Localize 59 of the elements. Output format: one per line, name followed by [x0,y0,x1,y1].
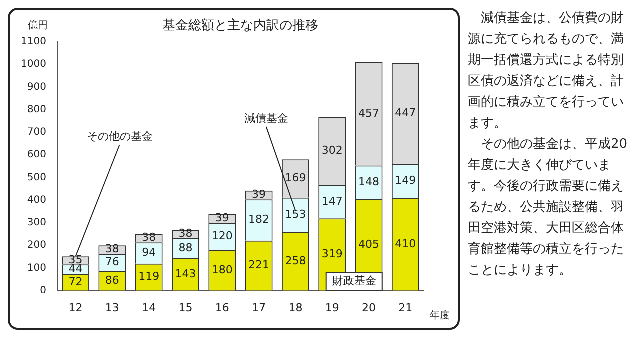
y-tick-label: 1000 [20,59,46,70]
data-label: 405 [358,238,380,251]
data-label: 147 [322,194,343,208]
data-label: 149 [395,174,416,188]
y-tick-label: 300 [27,218,46,229]
x-axis-title: 年度 [430,310,450,322]
y-tick-label: 900 [27,82,46,93]
data-label: 88 [178,241,193,254]
data-label: 76 [105,256,120,269]
y-tick-label: 0 [40,285,46,296]
data-label: 38 [178,227,193,240]
y-tick-label: 200 [27,240,46,252]
y-tick-label: 400 [27,194,46,206]
text: 減債基金は、公債費の財源に充てられるもので、満期一括償還方式による特別区債の返済などに備え、計画的に積み立てを行っています。 [468,10,625,133]
x-tick-label: 19 [325,301,340,314]
data-label: 457 [358,106,380,120]
x-tick-label: 15 [178,301,193,314]
y-tick-label: 600 [27,150,46,161]
y-tick-label: 700 [27,127,46,138]
data-label: 72 [68,276,83,289]
data-label: 39 [252,188,266,202]
series-label: 財政基金 [332,274,376,288]
data-label: 153 [285,208,306,221]
data-label: 120 [212,229,233,242]
data-label: 86 [105,274,120,287]
data-label: 447 [395,106,416,120]
data-label: 258 [285,254,306,268]
x-tick-label: 14 [142,301,156,314]
x-tick-label: 20 [362,301,376,314]
data-label: 180 [212,263,233,276]
data-label: 182 [248,213,270,226]
data-label: 39 [215,211,230,224]
chart-title: 基金総額と主な内訳の推移 [162,17,319,34]
x-tick-label: 13 [105,301,120,314]
data-label: 221 [248,258,270,272]
y-axis-title: 億円 [28,20,48,32]
data-label: 44 [68,262,83,276]
x-tick-label: 12 [68,301,83,314]
text: その他の基金は、平成20年度に大きく伸びています。今後の行政需要に備えるため、公共施設整備、羽田空港対策、大田区総合体育館整備等の積立を行ったことによります。 [468,136,629,280]
data-label: 94 [142,246,156,260]
x-tick-label: 18 [288,301,303,314]
y-tick-label: 800 [27,104,46,116]
text: 減債基金 [244,112,288,125]
data-label: 38 [105,242,120,256]
data-label: 143 [175,267,196,280]
y-tick-label: 1100 [20,36,46,48]
data-label: 410 [395,237,416,250]
data-label: 302 [322,144,343,158]
data-label: 319 [322,248,343,261]
x-tick-label: 17 [252,301,266,314]
x-tick-label: 16 [215,301,230,314]
y-tick-label: 500 [27,172,46,184]
data-label: 169 [285,172,306,185]
data-label: 119 [138,270,160,284]
data-label: 38 [142,231,156,244]
text: その他の基金 [86,130,153,143]
x-tick-label: 21 [398,301,413,314]
y-tick-label: 100 [27,262,46,274]
data-label: 148 [358,175,380,188]
